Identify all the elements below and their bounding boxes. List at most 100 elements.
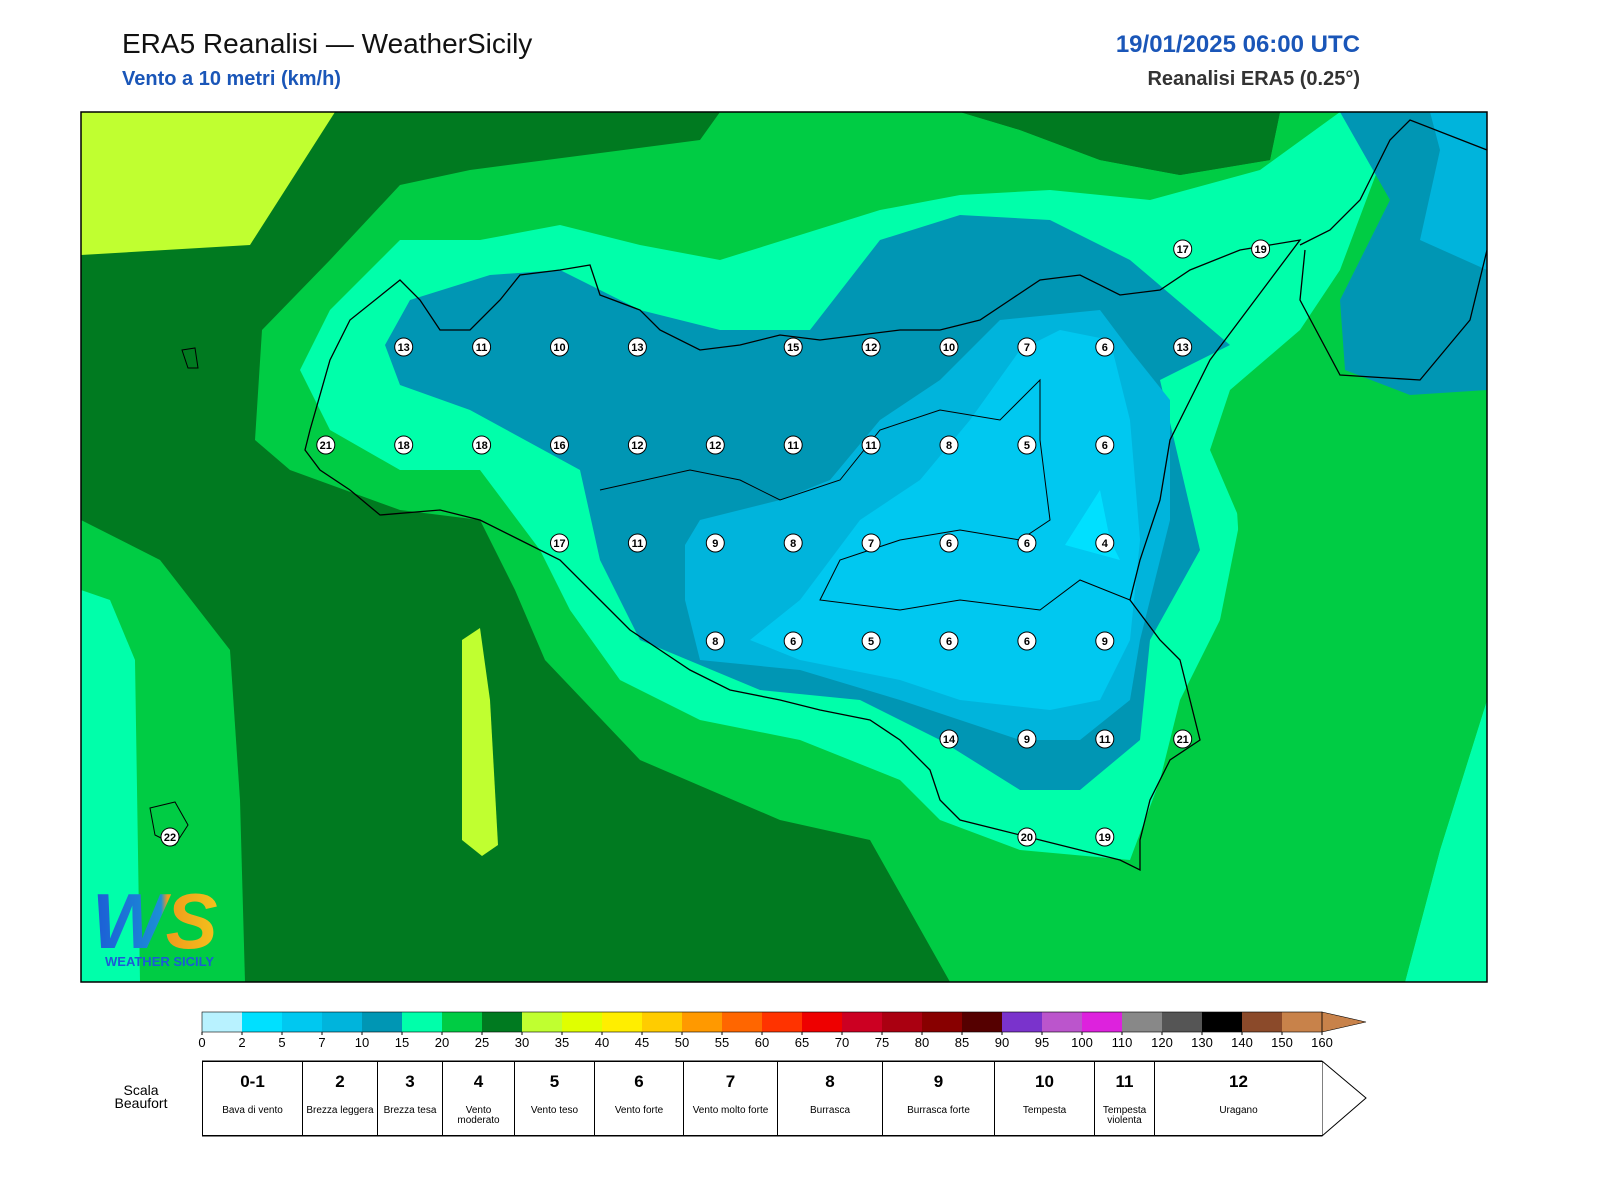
station-marker (1251, 239, 1271, 259)
wind-field (81, 112, 1487, 982)
colorbar-swatch (1042, 1012, 1082, 1032)
station-marker (705, 631, 725, 651)
station-marker (1017, 631, 1037, 651)
station-marker (861, 631, 881, 651)
beaufort-box: 5 Vento teso (514, 1061, 594, 1136)
beaufort-name: Tempesta (1022, 1105, 1067, 1116)
station-value: 6 (790, 636, 796, 648)
station-marker (705, 533, 725, 553)
colorbar-swatch (562, 1012, 602, 1032)
station-value: 11 (1099, 734, 1111, 746)
beaufort-force: 12 (1229, 1072, 1248, 1091)
station-marker (783, 631, 803, 651)
beaufort-arrow (202, 1060, 1367, 1137)
colorbar-tick-label: 140 (1231, 1035, 1253, 1050)
colorbar-swatch (482, 1012, 522, 1032)
colorbar-swatch (762, 1012, 802, 1032)
station-marker (316, 435, 336, 455)
beaufort-force: 7 (725, 1072, 736, 1091)
station-value: 7 (868, 538, 874, 550)
station-marker (783, 533, 803, 553)
colorbar-tick-label: 2 (238, 1035, 245, 1050)
colorbar-swatch (682, 1012, 722, 1032)
beaufort-name: Vento forte (614, 1105, 664, 1116)
beaufort-force: 8 (825, 1072, 835, 1091)
station-marker (472, 435, 492, 455)
station-value: 11 (632, 538, 644, 550)
colorbar-swatch (602, 1012, 642, 1032)
colorbar-tick-label: 85 (955, 1035, 969, 1050)
colorbar-swatch (1122, 1012, 1162, 1032)
station-value: 11 (865, 440, 877, 452)
station-value: 19 (1254, 244, 1266, 256)
station-marker (1095, 729, 1115, 749)
beaufort-box: 6 Vento forte (594, 1061, 683, 1136)
colorbar-swatch (282, 1012, 322, 1032)
beaufort-force: 11 (1115, 1072, 1134, 1091)
station-value: 6 (946, 636, 952, 648)
station-marker (627, 435, 647, 455)
colorbar-swatch (802, 1012, 842, 1032)
station-marker (783, 435, 803, 455)
beaufort-box: 0-1 Bava di vento (202, 1061, 302, 1136)
colorbar-swatch (1162, 1012, 1202, 1032)
station-marker (705, 435, 725, 455)
logo-text: WEATHER SICILY (105, 954, 214, 969)
station-value: 7 (1024, 342, 1030, 354)
colorbar-swatch (1002, 1012, 1042, 1032)
station-marker (1017, 435, 1037, 455)
beaufort-force: 9 (933, 1072, 944, 1091)
colorbar-swatch (522, 1012, 562, 1032)
station-marker (1017, 827, 1037, 847)
colorbar-tick-label: 20 (435, 1035, 449, 1050)
station-marker (472, 337, 492, 357)
station-marker (1095, 631, 1115, 651)
station-marker (1017, 337, 1037, 357)
station-value: 14 (943, 734, 956, 746)
colorbar-tick-label: 80 (915, 1035, 929, 1050)
beaufort-name: Tempesta violenta (1102, 1105, 1147, 1126)
colorbar-swatch (962, 1012, 1002, 1032)
colorbar-tick-label: 110 (1112, 1035, 1133, 1050)
beaufort-name: Brezza tesa (383, 1105, 437, 1116)
colorbar-tick-label: 160 (1311, 1035, 1333, 1050)
colorbar-tick-label: 45 (635, 1035, 649, 1050)
beaufort-box: 10 Tempesta (994, 1061, 1094, 1136)
station-value: 12 (709, 440, 721, 452)
station-value: 18 (398, 440, 410, 452)
station-value: 11 (476, 342, 488, 354)
beaufort-box: 8 Burrasca (777, 1061, 882, 1136)
station-value: 17 (553, 538, 565, 550)
beaufort-name: Vento teso (530, 1105, 579, 1116)
datetime: 19/01/2025 06:00 UTC (1116, 31, 1360, 58)
station-marker (394, 435, 414, 455)
station-value: 10 (553, 342, 565, 354)
beaufort-box: 3 Brezza tesa (377, 1061, 442, 1136)
station-marker (1095, 827, 1115, 847)
colorbar-tick-label: 65 (795, 1035, 809, 1050)
colorbar-tick-label: 50 (675, 1035, 689, 1050)
beaufort-name: Bava di vento (222, 1105, 283, 1116)
colorbar-swatch (202, 1012, 242, 1032)
colorbar-arrow (1321, 1011, 1367, 1033)
station-marker (1095, 435, 1115, 455)
map-frame (80, 111, 1488, 983)
station-marker (394, 337, 414, 357)
logo-mark: WS (92, 877, 218, 965)
beaufort-force: 10 (1035, 1072, 1054, 1091)
beaufort-box: 9 Burrasca forte (882, 1061, 994, 1136)
station-value: 18 (475, 440, 487, 452)
station-marker (160, 827, 180, 847)
station-marker (939, 729, 959, 749)
station-value: 8 (946, 440, 952, 452)
station-value: 19 (1099, 832, 1111, 844)
station-value: 20 (1021, 832, 1033, 844)
colorbar-swatch (1242, 1012, 1282, 1032)
station-value: 5 (1024, 440, 1030, 452)
station-value: 9 (712, 538, 718, 550)
colorbar-swatch (922, 1012, 962, 1032)
station-marker (1017, 729, 1037, 749)
title: ERA5 Reanalisi — WeatherSicily (122, 28, 532, 59)
station-value: 13 (1177, 342, 1189, 354)
